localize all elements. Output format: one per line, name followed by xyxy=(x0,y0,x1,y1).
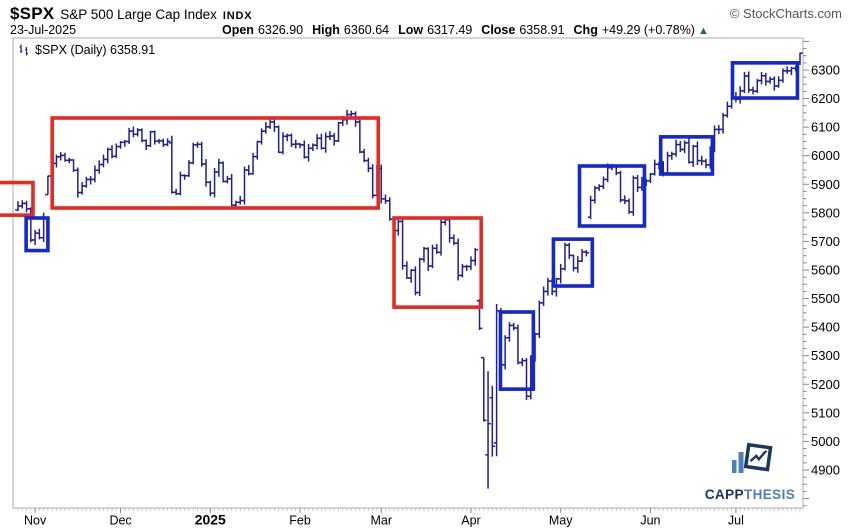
plot-border xyxy=(12,37,804,509)
quote-label: Low xyxy=(398,23,424,37)
y-axis-label: 4900 xyxy=(811,463,840,478)
change-direction-icon: ▲ xyxy=(697,25,709,37)
quote-value: 6358.91 xyxy=(519,23,565,37)
y-axis-label: 6300 xyxy=(811,63,840,78)
cappthesis-logo-text: CAPPTHESIS xyxy=(690,487,810,502)
x-axis-month-label: Jun xyxy=(640,514,660,528)
red-annotation-box xyxy=(50,116,381,210)
header: $SPX S&P 500 Large Cap Index INDX xyxy=(10,4,252,24)
y-axis-label: 5300 xyxy=(811,348,840,363)
quote-row: Open 6326.90 High 6360.64 Low 6317.49 Close 635… xyxy=(213,23,709,37)
chart-legend-text: $SPX (Daily) 6358.91 xyxy=(35,43,156,57)
y-axis-label: 6100 xyxy=(811,120,840,135)
chart-type-icon xyxy=(19,44,28,56)
y-axis-label: 5700 xyxy=(811,234,840,249)
quote-label: Close xyxy=(481,23,516,37)
quote-value: 6360.64 xyxy=(343,23,390,37)
red-annotation-box xyxy=(0,180,35,217)
stockcharts-credit-link[interactable]: © StockCharts.com xyxy=(729,6,842,21)
x-axis-month-label: Mar xyxy=(370,514,392,528)
chart-date: 23-Jul-2025 xyxy=(10,23,77,37)
y-axis-label: 5200 xyxy=(811,377,840,392)
symbol-exchange: INDX xyxy=(222,10,253,22)
y-axis-label: 5100 xyxy=(811,405,840,420)
blue-annotation-box-group xyxy=(24,61,800,391)
logo-thesis: THESIS xyxy=(743,487,796,502)
symbol: $SPX xyxy=(10,4,55,23)
x-axis-month-label: Apr xyxy=(461,514,480,528)
quote-label: High xyxy=(312,23,340,37)
ohlc-bars xyxy=(15,52,803,489)
chart-legend-label: $SPX (Daily) 6358.91 xyxy=(17,43,155,57)
quote-label: Chg xyxy=(573,23,598,37)
y-axis-label: 6000 xyxy=(811,148,840,163)
x-axis: Nov Dec 2025 Feb Mar Apr May Jun Jul xyxy=(17,508,801,528)
y-axis-label: 5000 xyxy=(811,434,840,449)
y-axis-label: 5800 xyxy=(811,205,840,220)
red-annotation-box xyxy=(392,216,484,309)
x-axis-month-label: Nov xyxy=(24,514,47,528)
blue-annotation-box xyxy=(730,61,800,100)
x-axis-month-label: May xyxy=(549,514,573,528)
logo-capp: CAPP xyxy=(704,487,744,502)
y-axis-label: 6200 xyxy=(811,91,840,106)
y-axis-label: 5400 xyxy=(811,320,840,335)
x-axis-month-label: Feb xyxy=(289,514,311,528)
y-axis: 4900 5000 5100 5200 5300 5400 5500 5600 5700 5800… xyxy=(803,40,840,507)
y-axis-label: 5600 xyxy=(811,263,840,278)
symbol-name: S&P 500 Large Cap Index xyxy=(60,7,217,22)
x-axis-month-label: Jul xyxy=(728,514,744,528)
cappthesis-watermark: CAPPTHESIS xyxy=(690,438,810,502)
quote-label: Open xyxy=(222,23,254,37)
blue-annotation-box xyxy=(658,135,715,176)
blue-annotation-box xyxy=(577,164,647,228)
x-axis-year-label: 2025 xyxy=(195,512,226,528)
x-axis-month-label: Dec xyxy=(109,514,131,528)
y-axis-label: 5500 xyxy=(811,291,840,306)
red-annotation-box-group xyxy=(0,116,484,309)
quote-value: +49.29 (+0.78%) xyxy=(601,23,695,37)
blue-annotation-box xyxy=(24,216,50,253)
y-axis-label: 5900 xyxy=(811,177,840,192)
cappthesis-logo-icon xyxy=(732,442,773,473)
blue-annotation-box xyxy=(551,237,595,288)
blue-annotation-box xyxy=(498,310,536,391)
quote-value: 6317.49 xyxy=(427,23,473,37)
quote-value: 6326.90 xyxy=(257,23,304,37)
